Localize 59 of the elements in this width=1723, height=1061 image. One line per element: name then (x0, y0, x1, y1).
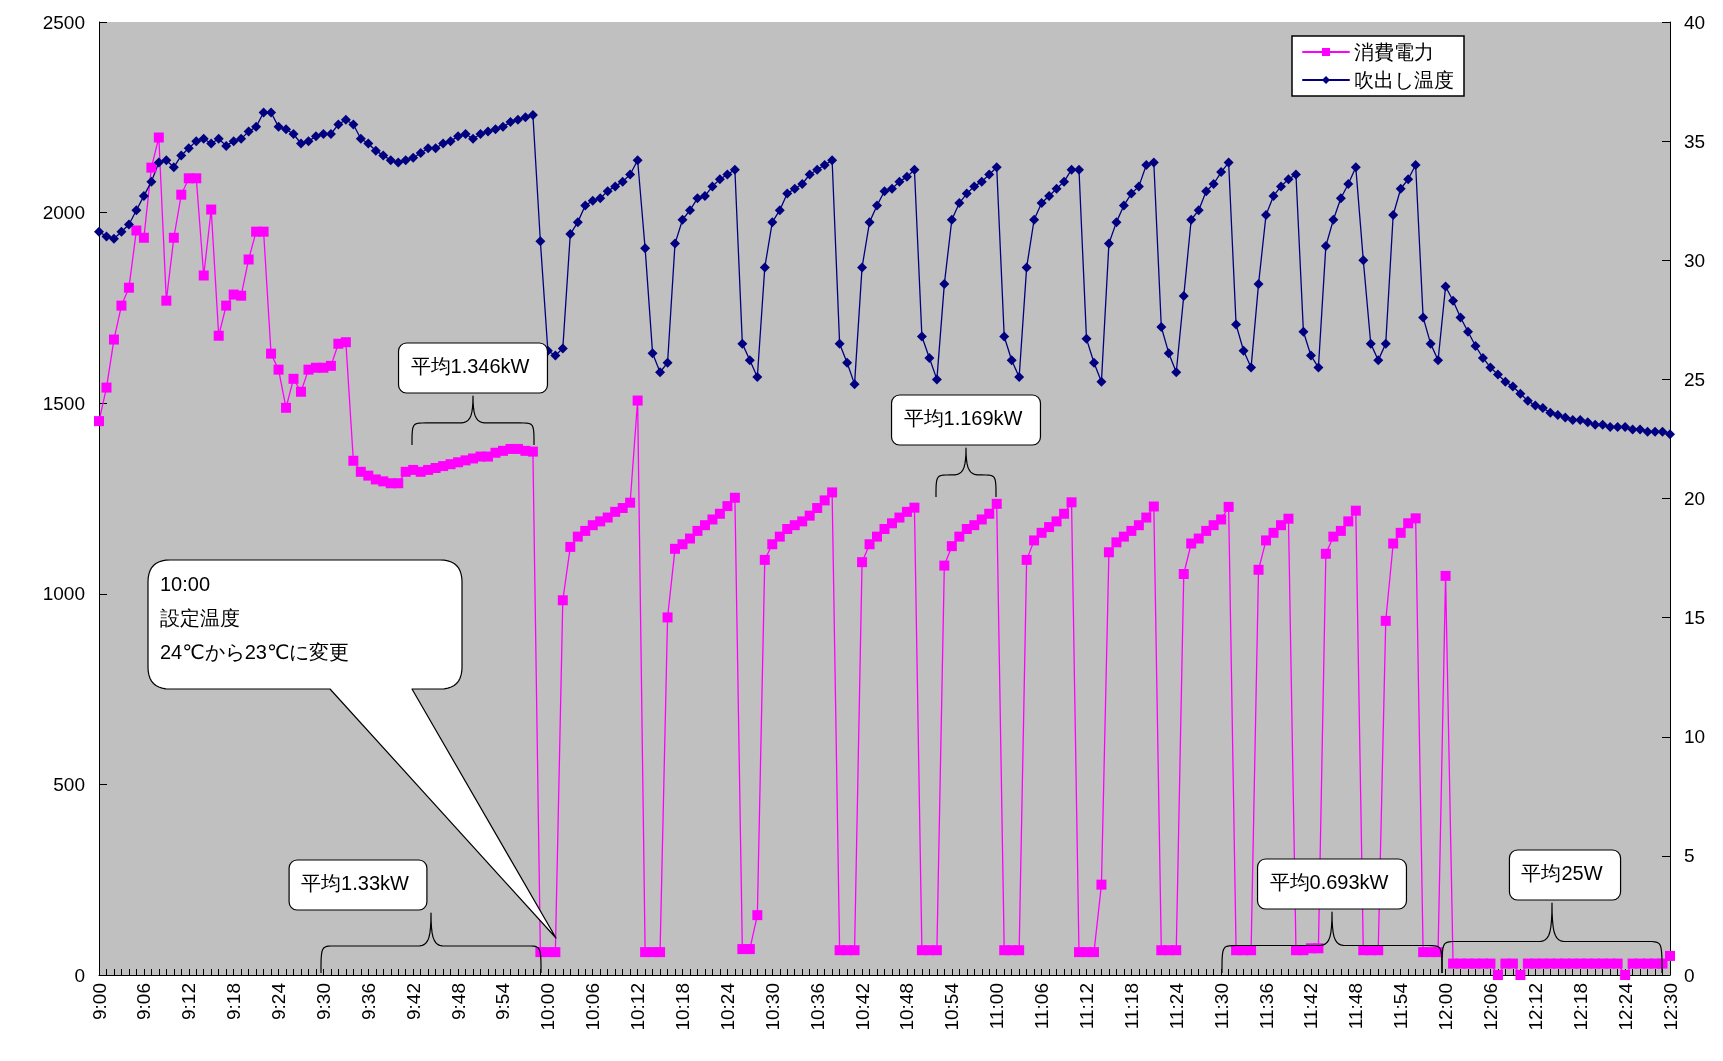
y2-tick-label: 0 (1684, 964, 1695, 986)
annotation: 平均1.169kW (903, 407, 1023, 430)
y2-tick-label: 5 (1684, 845, 1695, 867)
x-tick-label: 10:30 (761, 983, 783, 1031)
y2-tick-label: 30 (1684, 249, 1706, 271)
x-tick-label: 9:24 (268, 982, 290, 1020)
x-tick-label: 12:12 (1524, 983, 1546, 1031)
y-tick-label: 500 (53, 773, 85, 795)
annotation: 平均1.33kW (301, 872, 410, 895)
x-tick-label: 10:18 (672, 983, 694, 1031)
x-tick-label: 9:06 (133, 983, 155, 1020)
x-tick-label: 9:12 (178, 983, 200, 1020)
x-tick-label: 11:00 (986, 983, 1008, 1030)
x-tick-label: 11:18 (1120, 983, 1142, 1030)
y-tick-label: 2500 (42, 11, 85, 33)
annotation: 10:00 設定温度 24℃から23℃に変更 (160, 573, 350, 664)
x-tick-label: 12:30 (1659, 983, 1681, 1031)
y-tick-label: 1500 (42, 392, 85, 414)
x-tick-label: 10:12 (627, 983, 649, 1031)
annotation: 平均0.693kW (1269, 871, 1389, 894)
x-tick-label: 9:36 (357, 983, 379, 1020)
x-tick-label: 11:54 (1390, 982, 1412, 1030)
x-tick-label: 11:36 (1255, 983, 1277, 1030)
x-tick-label: 11:30 (1210, 983, 1232, 1030)
x-tick-label: 12:24 (1614, 982, 1636, 1031)
x-tick-label: 10:42 (851, 983, 873, 1031)
y2-tick-label: 10 (1684, 726, 1706, 748)
y-tick-label: 1000 (42, 583, 85, 605)
x-tick-label: 10:48 (896, 983, 918, 1031)
x-tick-label: 12:18 (1569, 983, 1591, 1031)
x-tick-label: 9:30 (312, 983, 334, 1020)
legend-label: 吹出し温度 (1354, 69, 1454, 91)
x-tick-label: 10:24 (716, 982, 738, 1031)
legend-label: 消費電力 (1354, 41, 1434, 63)
x-tick-label: 12:00 (1435, 983, 1457, 1031)
y-tick-label: 0 (74, 964, 85, 986)
x-tick-label: 9:18 (223, 983, 245, 1020)
y2-tick-label: 40 (1684, 11, 1706, 33)
x-tick-label: 9:54 (492, 982, 514, 1020)
y2-tick-label: 20 (1684, 488, 1706, 509)
y2-tick-label: 35 (1684, 130, 1706, 152)
x-tick-label: 11:24 (1165, 982, 1187, 1030)
x-tick-label: 11:12 (1075, 983, 1097, 1030)
y2-tick-label: 15 (1684, 607, 1706, 629)
x-tick-label: 10:36 (806, 983, 828, 1031)
x-tick-label: 10:54 (941, 982, 963, 1031)
x-tick-label: 10:06 (582, 983, 604, 1031)
x-tick-label: 9:48 (447, 983, 469, 1020)
y-tick-label: 2000 (42, 202, 85, 224)
annotation: 平均1.346kW (410, 355, 530, 378)
x-tick-label: 11:06 (1031, 983, 1053, 1030)
y2-tick-label: 25 (1684, 368, 1706, 390)
x-tick-label: 9:42 (402, 983, 424, 1020)
x-tick-label: 10:00 (537, 983, 559, 1031)
x-tick-label: 12:06 (1479, 983, 1501, 1031)
x-tick-label: 9:00 (88, 983, 110, 1020)
x-tick-label: 11:42 (1300, 983, 1322, 1030)
annotation: 平均25W (1521, 862, 1603, 885)
x-tick-label: 11:48 (1345, 983, 1367, 1030)
